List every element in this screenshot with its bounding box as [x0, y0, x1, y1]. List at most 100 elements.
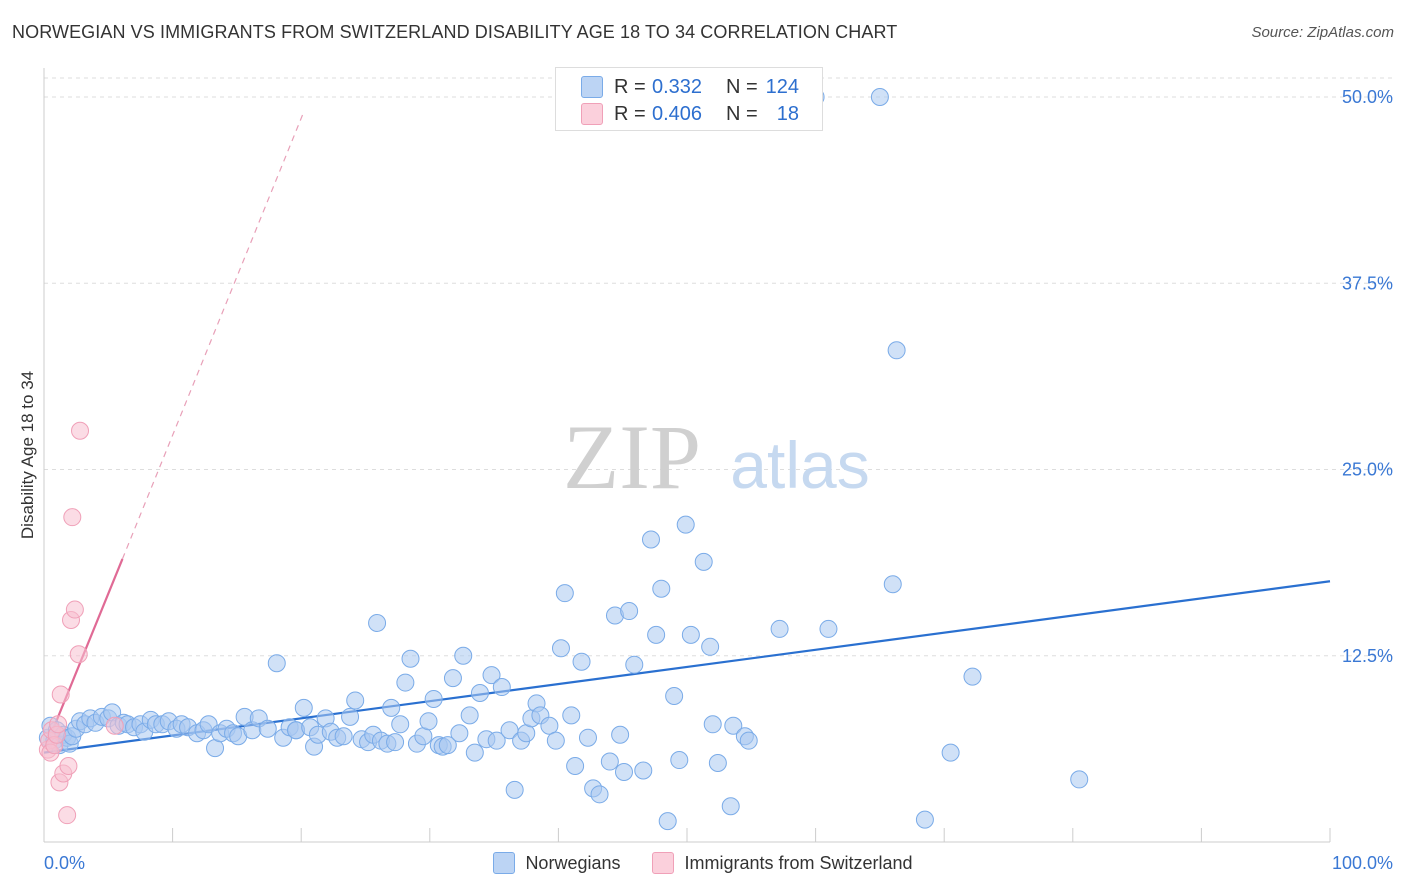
norwegians-point: [267, 654, 286, 673]
norwegians-point: [647, 625, 666, 644]
switzerland-point: [105, 716, 124, 735]
norwegians-point: [443, 669, 462, 688]
x-tick-label-max: 100.0%: [1332, 853, 1393, 873]
switzerland-point: [69, 645, 88, 664]
axes: [43, 68, 1331, 843]
norwegians-point: [454, 646, 473, 665]
x-tick-label-min: 0.0%: [44, 853, 85, 873]
y-tick-label: 37.5%: [1342, 273, 1393, 293]
norwegians-point: [658, 812, 677, 831]
r-value-switzerland: 0.406: [652, 102, 703, 125]
norwegians-point: [386, 733, 405, 752]
norwegians-point: [258, 719, 277, 738]
norwegians-point: [694, 552, 713, 571]
norwegians-point: [492, 678, 511, 697]
norwegians-point: [487, 731, 506, 750]
n-label: N =: [726, 75, 758, 98]
norwegians-point: [540, 716, 559, 735]
norwegians-point: [665, 686, 684, 705]
switzerland-point: [65, 600, 84, 619]
norwegians-point: [641, 530, 660, 549]
norwegians-point: [590, 785, 609, 804]
r-value-norwegians: 0.332: [652, 75, 703, 98]
stats-swatch-switzerland: [581, 103, 603, 125]
norwegians-point: [505, 780, 524, 799]
norwegians-point: [346, 691, 365, 710]
norwegians-point: [708, 754, 727, 773]
norwegians-point: [551, 639, 570, 658]
legend-label-norwegians: Norwegians: [525, 852, 621, 873]
legend-label-switzerland: Immigrants from Switzerland: [684, 852, 913, 873]
norwegians-point: [614, 762, 633, 781]
legend-swatch-norwegians: [493, 852, 516, 874]
switzerland-trend-extension: [121, 111, 305, 560]
norwegians-point: [424, 689, 443, 708]
n-value-switzerland: 18: [776, 102, 799, 125]
switzerland-point: [58, 806, 77, 825]
switzerland-point: [59, 757, 78, 776]
norwegians-point: [870, 88, 889, 106]
norwegians-point: [566, 757, 585, 776]
norwegians-point: [482, 666, 501, 685]
norwegians-point: [465, 743, 484, 762]
norwegians-point: [915, 810, 934, 829]
legend-item-norwegians[interactable]: Norwegians: [493, 852, 620, 874]
norwegians-point: [883, 575, 902, 594]
switzerland-point: [49, 715, 68, 734]
switzerland-point: [51, 685, 70, 704]
y-tick-label: 50.0%: [1342, 87, 1393, 107]
norwegians-point: [652, 579, 671, 598]
norwegians-point: [341, 707, 360, 726]
norwegians-point: [770, 619, 789, 638]
norwegians-point: [555, 584, 574, 603]
norwegians-point: [334, 727, 353, 746]
r-label: R =: [614, 102, 646, 125]
data-points: [38, 88, 1089, 831]
watermark-zip: ZIP: [563, 406, 701, 508]
chart-title: NORWEGIAN VS IMMIGRANTS FROM SWITZERLAND…: [12, 22, 898, 42]
norwegians-point: [546, 731, 565, 750]
norwegians-point: [681, 625, 700, 644]
norwegians-point: [460, 706, 479, 725]
norwegians-point: [739, 731, 758, 750]
norwegians-point: [401, 649, 420, 668]
norwegians-point: [701, 637, 720, 656]
r-label: R =: [614, 75, 646, 98]
norwegians-point: [887, 341, 906, 360]
norwegians-point: [396, 673, 415, 692]
stats-legend: R = 0.332 N = 124 R = 0.406 N = 18: [555, 67, 823, 131]
source-label: Source: ZipAtlas.com: [1251, 24, 1394, 41]
norwegians-point: [676, 515, 695, 534]
n-value-norwegians: 124: [765, 75, 799, 98]
tick-labels: 12.5% 25.0% 37.5% 50.0% 0.0% 100.0%: [44, 87, 1393, 873]
norwegians-point: [941, 743, 960, 762]
y-tick-label: 25.0%: [1342, 460, 1393, 480]
norwegians-point: [368, 613, 387, 632]
norwegians-point: [578, 728, 597, 747]
norwegians-point: [470, 684, 489, 702]
norwegians-point: [634, 761, 653, 780]
norwegians-point: [724, 716, 743, 735]
watermark-atlas: atlas: [730, 428, 869, 502]
grid-lines: [44, 77, 1392, 657]
norwegians-point: [611, 725, 630, 744]
legend-item-switzerland[interactable]: Immigrants from Switzerland: [652, 852, 913, 874]
norwegians-point: [294, 698, 313, 717]
norwegians-point: [562, 706, 581, 725]
switzerland-point: [71, 421, 90, 440]
norwegians-point: [419, 712, 438, 731]
n-label: N =: [726, 102, 758, 125]
norwegians-point: [382, 698, 401, 717]
y-tick-label: 12.5%: [1342, 646, 1393, 666]
legend-swatch-switzerland: [652, 852, 675, 874]
norwegians-point: [600, 752, 619, 771]
norwegians-point: [438, 736, 457, 755]
norwegians-point: [1070, 770, 1089, 789]
norwegians-point: [625, 655, 644, 674]
legend: Norwegians Immigrants from Switzerland: [0, 852, 1406, 874]
norwegians-point: [620, 602, 639, 621]
y-axis-label: Disability Age 18 to 34: [18, 370, 37, 540]
norwegians-point: [391, 715, 410, 734]
watermark: ZIP atlas: [563, 406, 870, 508]
